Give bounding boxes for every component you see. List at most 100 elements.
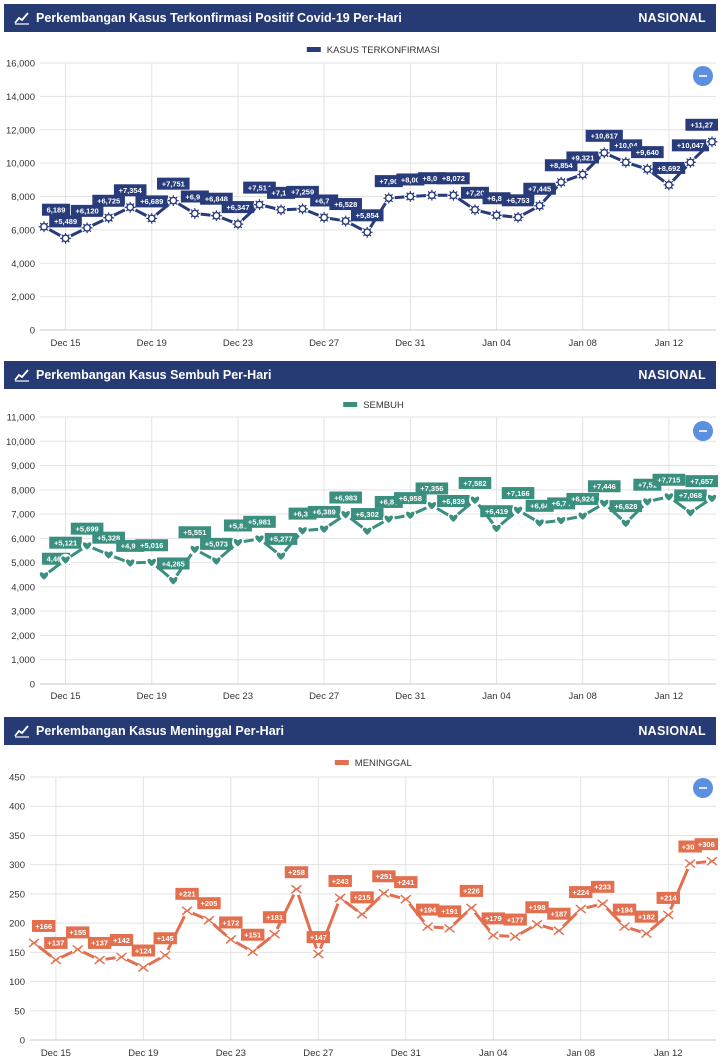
data-point[interactable]: [404, 190, 417, 203]
data-point[interactable]: [662, 908, 675, 921]
data-point[interactable]: [318, 522, 331, 535]
data-point[interactable]: [181, 904, 194, 917]
data-point[interactable]: [640, 927, 653, 940]
data-point[interactable]: [531, 918, 544, 931]
data-point[interactable]: [382, 192, 395, 205]
data-point[interactable]: [253, 198, 266, 211]
data-point[interactable]: [533, 516, 546, 529]
data-point[interactable]: [38, 569, 50, 582]
data-point[interactable]: [71, 943, 84, 956]
data-point[interactable]: [468, 493, 481, 506]
data-point[interactable]: [619, 156, 632, 169]
data-point[interactable]: [377, 887, 390, 900]
data-point[interactable]: [167, 194, 180, 207]
data-point[interactable]: [487, 929, 500, 942]
data-point[interactable]: [641, 163, 654, 176]
data-point[interactable]: [382, 512, 395, 525]
data-point[interactable]: [512, 504, 525, 517]
data-point[interactable]: [145, 556, 158, 569]
data-point[interactable]: [188, 207, 201, 220]
data-point[interactable]: [275, 549, 288, 562]
data-point[interactable]: [28, 936, 40, 949]
data-point[interactable]: [706, 492, 718, 505]
data-point[interactable]: [468, 203, 481, 216]
data-point[interactable]: [361, 226, 374, 239]
zoom-out-button[interactable]: [693, 421, 713, 441]
legend[interactable]: KASUS TERKONFIRMASI: [306, 45, 440, 56]
data-point[interactable]: [115, 951, 128, 964]
data-point[interactable]: [555, 514, 568, 527]
data-point[interactable]: [145, 212, 158, 225]
data-point[interactable]: [290, 883, 303, 896]
data-point[interactable]: [210, 554, 223, 567]
data-point[interactable]: [81, 221, 94, 234]
data-point[interactable]: [102, 211, 115, 224]
data-point[interactable]: [339, 508, 352, 521]
data-point[interactable]: [404, 509, 417, 522]
data-point[interactable]: [447, 189, 460, 202]
data-point[interactable]: [706, 855, 718, 868]
data-point[interactable]: [59, 232, 72, 245]
data-point[interactable]: [555, 176, 568, 189]
data-point[interactable]: [533, 199, 546, 212]
data-point[interactable]: [339, 215, 352, 228]
data-point[interactable]: [421, 920, 434, 933]
data-point[interactable]: [596, 897, 609, 910]
data-point[interactable]: [684, 156, 697, 169]
data-point[interactable]: [188, 543, 201, 556]
data-point[interactable]: [124, 556, 137, 569]
data-point[interactable]: [93, 953, 106, 966]
data-point[interactable]: [202, 914, 215, 927]
zoom-out-button[interactable]: [693, 66, 713, 86]
data-point[interactable]: [490, 209, 503, 222]
zoom-out-button[interactable]: [693, 778, 713, 798]
data-point[interactable]: [509, 930, 522, 943]
data-point[interactable]: [334, 891, 347, 904]
data-point[interactable]: [361, 525, 374, 538]
data-point[interactable]: [268, 928, 281, 941]
data-point[interactable]: [684, 857, 697, 870]
data-point[interactable]: [275, 203, 288, 216]
data-point[interactable]: [512, 211, 525, 224]
data-point[interactable]: [684, 506, 697, 519]
data-point[interactable]: [425, 189, 438, 202]
data-point[interactable]: [598, 146, 611, 159]
data-point[interactable]: [490, 522, 503, 535]
data-point[interactable]: [465, 901, 478, 914]
data-point[interactable]: [662, 490, 675, 503]
data-point[interactable]: [246, 945, 259, 958]
data-point[interactable]: [618, 920, 631, 933]
data-point[interactable]: [159, 949, 172, 962]
data-point[interactable]: [102, 548, 115, 561]
data-point[interactable]: [167, 574, 180, 587]
data-point[interactable]: [137, 961, 150, 974]
data-point[interactable]: [312, 948, 325, 961]
data-point[interactable]: [296, 524, 309, 537]
data-point[interactable]: [253, 532, 266, 545]
data-point[interactable]: [59, 553, 72, 566]
data-point[interactable]: [447, 511, 460, 524]
data-point[interactable]: [443, 922, 456, 935]
data-point[interactable]: [576, 168, 589, 181]
legend[interactable]: MENINGGAL: [334, 758, 412, 769]
data-point[interactable]: [231, 536, 244, 549]
data-point[interactable]: [356, 908, 369, 921]
data-point[interactable]: [124, 201, 137, 214]
data-point[interactable]: [598, 497, 611, 510]
data-point[interactable]: [576, 509, 589, 522]
data-point[interactable]: [231, 218, 244, 231]
data-point[interactable]: [296, 202, 309, 215]
data-point[interactable]: [574, 903, 587, 916]
data-point[interactable]: [425, 499, 438, 512]
data-point[interactable]: [706, 135, 718, 148]
data-point[interactable]: [81, 539, 94, 552]
data-point[interactable]: [399, 893, 412, 906]
data-point[interactable]: [619, 517, 632, 530]
data-point[interactable]: [662, 178, 675, 191]
data-point[interactable]: [224, 933, 237, 946]
legend[interactable]: SEMBUH: [343, 400, 404, 411]
data-point[interactable]: [641, 495, 654, 508]
data-point[interactable]: [38, 220, 50, 233]
data-point[interactable]: [49, 953, 62, 966]
data-point[interactable]: [318, 211, 331, 224]
